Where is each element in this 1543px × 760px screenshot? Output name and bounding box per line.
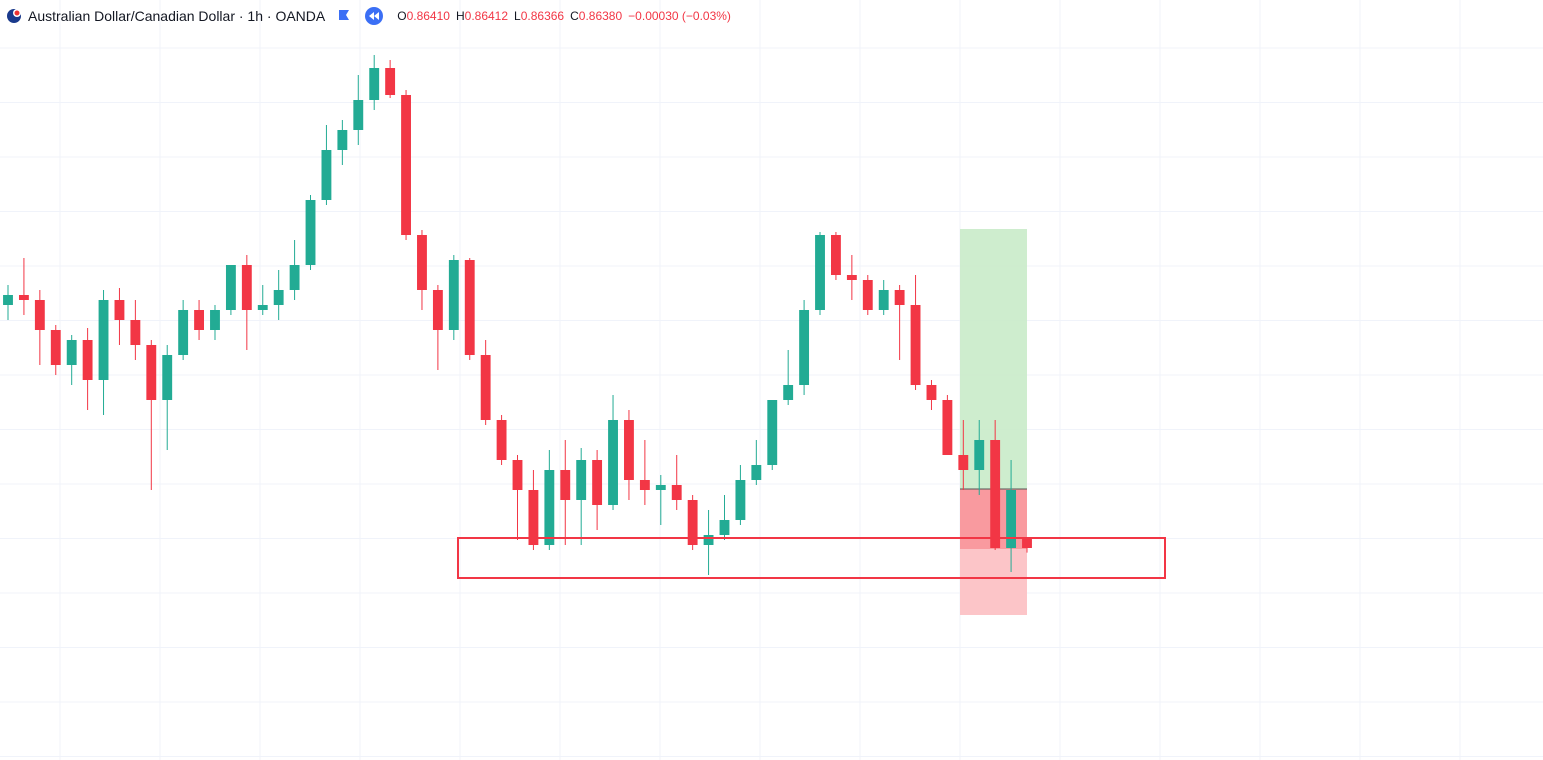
candle-body [305, 200, 316, 265]
candle-body [178, 310, 189, 355]
candle-body [767, 400, 778, 465]
close-value: 0.86380 [578, 9, 623, 23]
candle-body [146, 345, 157, 400]
candle-body [687, 500, 698, 545]
candle-body [353, 100, 364, 130]
candle-body [210, 310, 220, 330]
low-value: 0.86366 [520, 9, 565, 23]
candle-body [480, 355, 491, 420]
candle-body [194, 310, 204, 330]
candle-body [241, 265, 252, 310]
candles [3, 55, 1032, 575]
candle-body [560, 470, 571, 500]
candle-body [799, 310, 810, 385]
candle-body [576, 460, 587, 500]
change-value: −0.00030 (−0.03%) [628, 9, 731, 23]
flag-button[interactable] [337, 9, 351, 23]
support-box [457, 537, 1166, 579]
header: Australian Dollar/Canadian Dollar · 1h ·… [6, 6, 731, 26]
candle-body [464, 260, 475, 355]
candle-body [369, 68, 380, 100]
candle-body [289, 265, 300, 290]
candle-body [401, 95, 411, 235]
low-label: L [514, 9, 521, 23]
candle-body [639, 480, 650, 490]
candle-body [432, 290, 443, 330]
candle-body [225, 265, 236, 310]
candle-body [942, 400, 953, 455]
candle-body [894, 290, 905, 305]
flag-icon [7, 9, 21, 23]
candle-body [130, 320, 141, 345]
candle-body [385, 68, 396, 95]
candle-body [846, 275, 857, 280]
candle-body [974, 440, 985, 470]
candle-body [512, 460, 523, 490]
candle-body [719, 520, 730, 535]
open-label: O [397, 9, 407, 23]
candle-body [815, 235, 825, 310]
candle-body [592, 460, 603, 505]
candle-body [910, 305, 921, 385]
candle-body [34, 300, 45, 330]
candle-body [655, 485, 666, 490]
candle-body [417, 235, 427, 290]
candle-body [624, 420, 634, 480]
candle-body [671, 485, 682, 500]
candle-body [878, 290, 889, 310]
candle-body [926, 385, 937, 400]
candle-body [98, 300, 109, 380]
candle-body [3, 295, 13, 305]
candle-body [544, 470, 555, 545]
replay-button[interactable] [365, 7, 384, 25]
candle-body [831, 235, 841, 275]
candle-body [751, 465, 762, 480]
candle-body [608, 420, 618, 505]
candle-body [990, 440, 1001, 548]
candle-body [528, 490, 539, 545]
candle-body [162, 355, 173, 400]
candle-body [114, 300, 125, 320]
symbol-title[interactable]: Australian Dollar/Canadian Dollar · 1h ·… [28, 8, 326, 24]
candle-body [1006, 490, 1017, 548]
candle-body [735, 480, 746, 520]
candle-body [321, 150, 332, 200]
candle-body [496, 420, 507, 460]
candle-body [273, 290, 284, 305]
candle-body [703, 535, 714, 545]
candle-body [50, 330, 61, 365]
candle-body [257, 305, 268, 310]
high-value: 0.86412 [464, 9, 509, 23]
open-value: 0.86410 [406, 9, 450, 23]
candle-body [783, 385, 794, 400]
candle-body [1022, 538, 1032, 548]
high-label: H [455, 9, 465, 23]
candle-body [82, 340, 93, 380]
candle-body [448, 260, 459, 330]
candle-body [66, 340, 77, 365]
candle-body [958, 455, 969, 470]
candle-body [337, 130, 348, 150]
close-label: C [570, 9, 579, 23]
candle-body [18, 295, 29, 300]
candle-body [862, 280, 873, 310]
